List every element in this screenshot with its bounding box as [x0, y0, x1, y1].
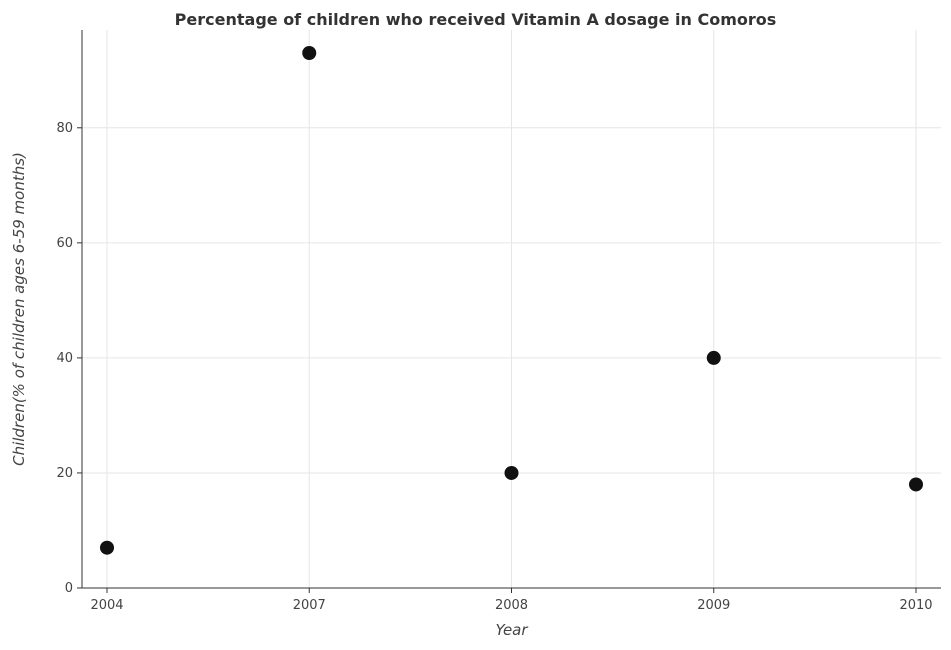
data-point [504, 465, 519, 480]
x-tick-label: 2009 [697, 598, 730, 613]
x-tick-label: 2008 [495, 598, 528, 613]
y-tick-label: 40 [56, 351, 73, 366]
y-tick-label: 20 [56, 466, 73, 481]
grid-lines [82, 30, 941, 589]
data-point [706, 350, 721, 365]
y-tick-label: 80 [56, 121, 73, 136]
x-axis-label: Year [495, 621, 528, 639]
axes [77, 30, 941, 593]
data-points [100, 46, 923, 555]
data-point [100, 540, 114, 555]
x-tick-label: 2010 [899, 598, 932, 613]
chart-title: Percentage of children who received Vita… [174, 10, 777, 29]
x-tick-label: 2004 [90, 598, 123, 613]
y-tick-labels: 0 20 40 60 80 [56, 121, 73, 596]
y-axis-label: Children(% of children ages 6-59 months) [10, 152, 28, 466]
y-tick-label: 60 [56, 236, 73, 251]
data-point [302, 46, 317, 61]
y-tick-label: 0 [65, 581, 73, 596]
data-point [909, 477, 923, 492]
x-tick-label: 2007 [293, 598, 326, 613]
x-tick-labels: 2004 2007 2008 2009 2010 [90, 598, 932, 613]
